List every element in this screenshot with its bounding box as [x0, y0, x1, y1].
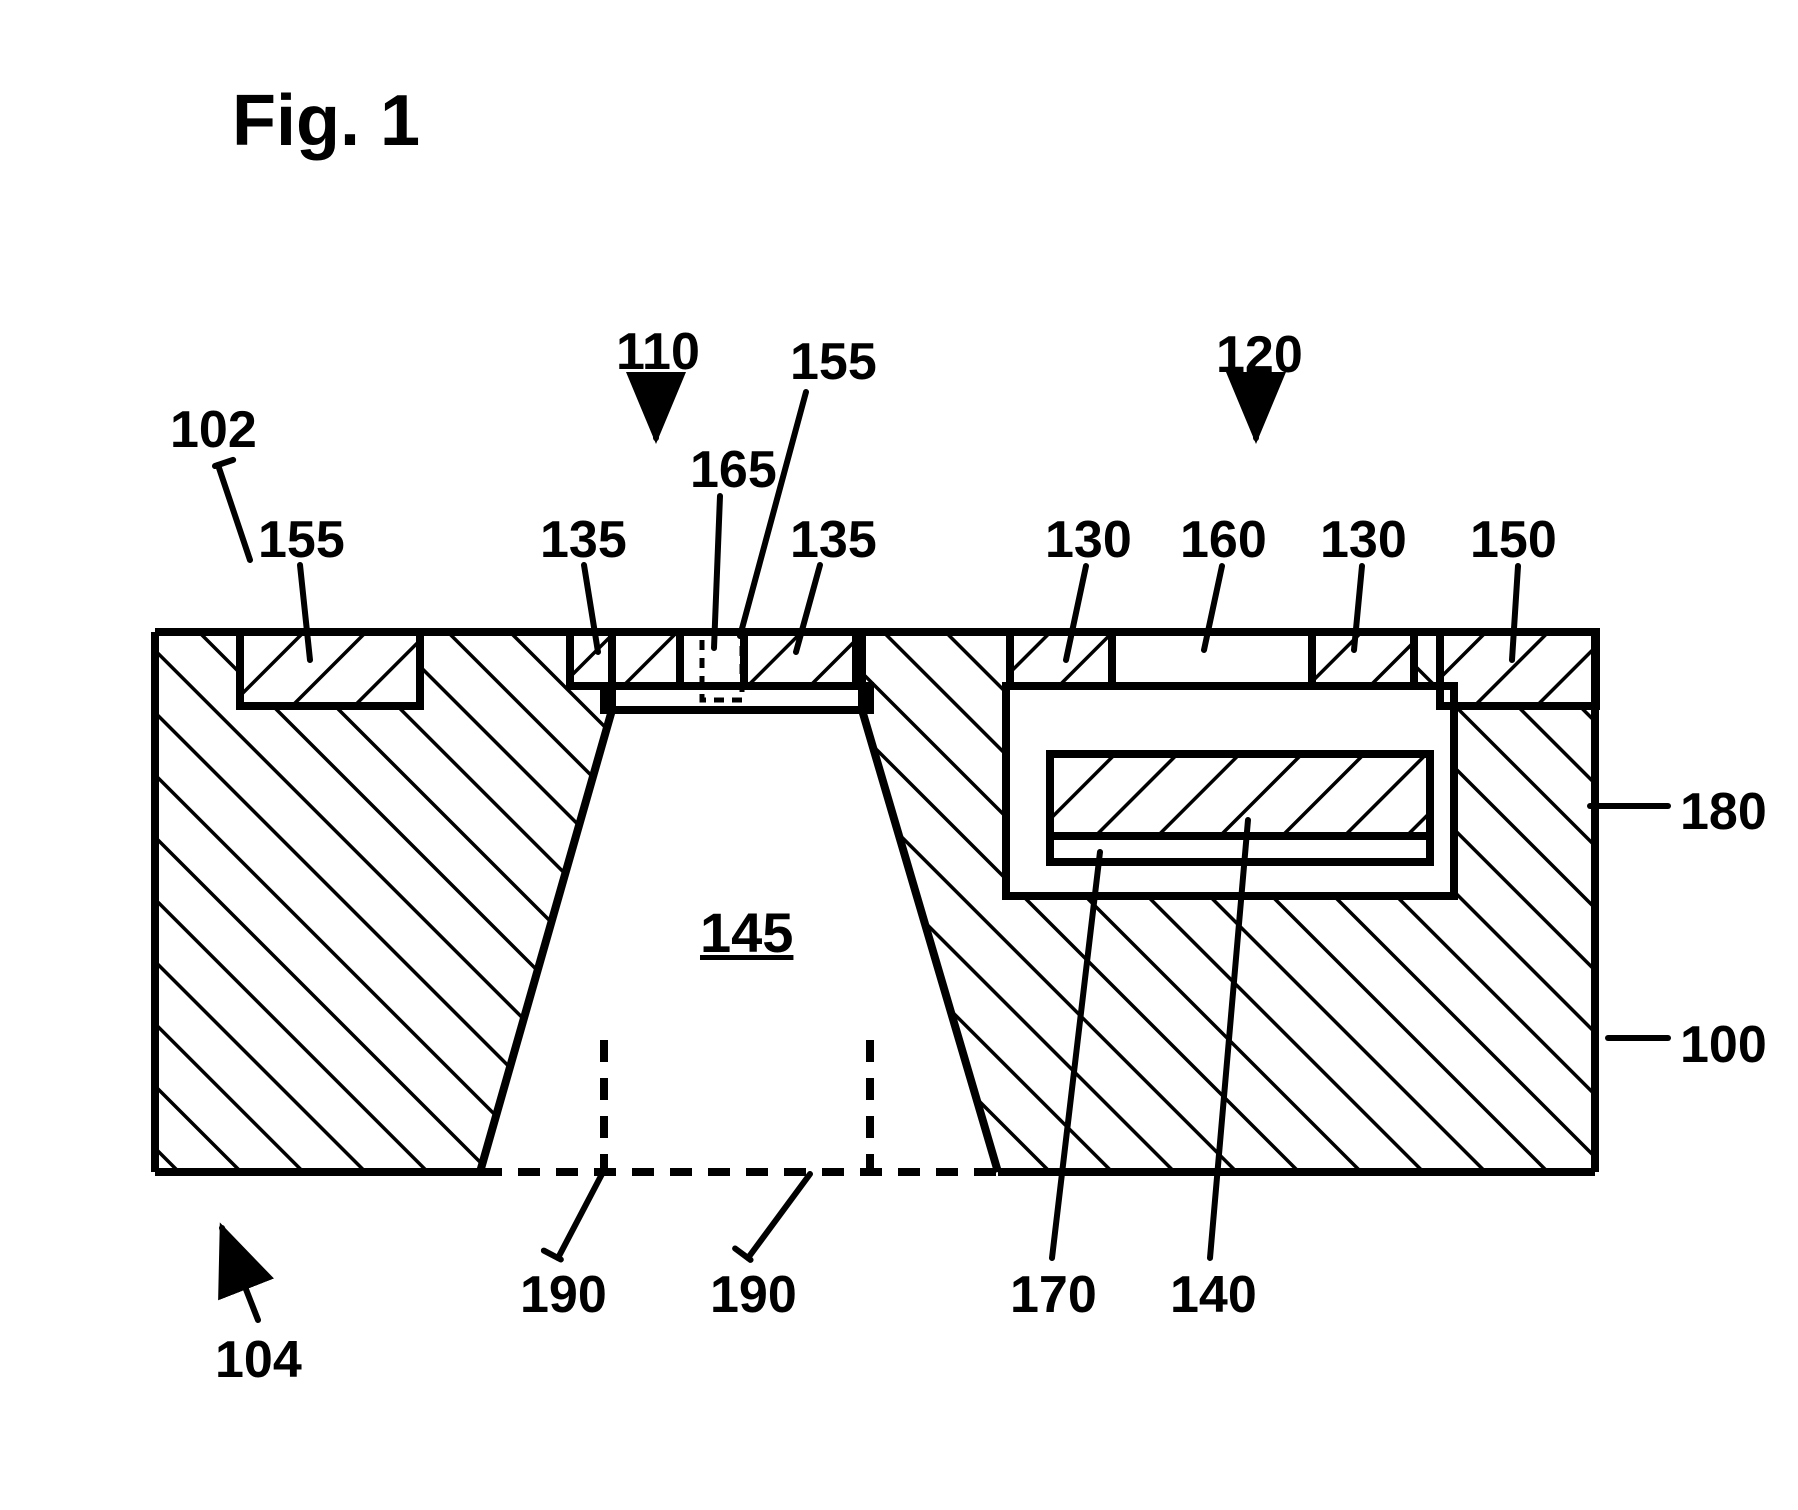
label-150: 150: [1470, 510, 1557, 570]
label-160: 160: [1180, 510, 1267, 570]
label-130a: 130: [1045, 510, 1132, 570]
diagram-svg: [0, 0, 1798, 1510]
label-140: 140: [1170, 1265, 1257, 1325]
label-100: 100: [1680, 1015, 1767, 1075]
label-180: 180: [1680, 782, 1767, 842]
label-190a: 190: [520, 1265, 607, 1325]
label-170: 170: [1010, 1265, 1097, 1325]
label-130b: 130: [1320, 510, 1407, 570]
label-155a: 155: [258, 510, 345, 570]
label-190b: 190: [710, 1265, 797, 1325]
label-110: 110: [616, 322, 700, 382]
label-165: 165: [690, 440, 777, 500]
label-102: 102: [170, 400, 257, 460]
label-145: 145: [700, 900, 793, 965]
label-135b: 135: [790, 510, 877, 570]
label-104: 104: [215, 1330, 302, 1390]
figure-canvas: Fig. 1 102155110135165155135120130160130…: [0, 0, 1798, 1510]
label-135a: 135: [540, 510, 627, 570]
label-155b: 155: [790, 332, 877, 392]
label-120: 120: [1216, 325, 1303, 385]
